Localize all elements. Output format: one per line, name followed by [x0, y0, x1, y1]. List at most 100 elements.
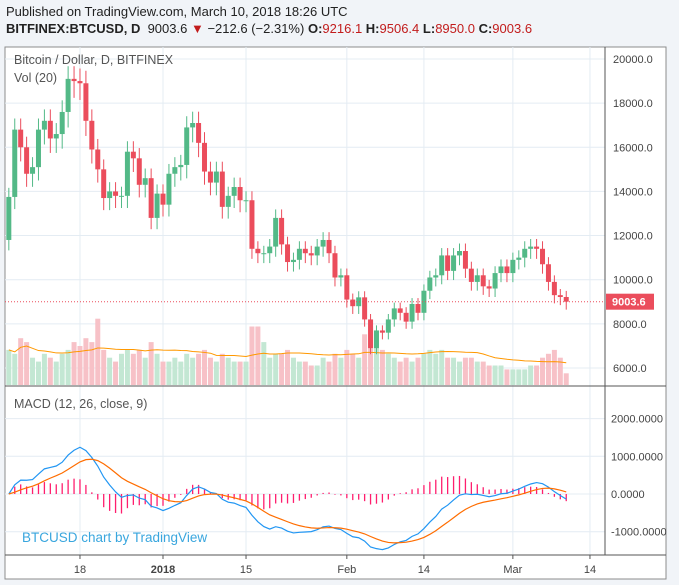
volume-bar [409, 361, 415, 385]
candle-body [71, 78, 77, 82]
candle-body [18, 129, 24, 148]
candle-body [113, 191, 119, 196]
volume-bar [504, 369, 510, 385]
time-tick-label: 15 [240, 564, 252, 576]
volume-bar [451, 357, 457, 385]
volume-bar [77, 346, 83, 385]
candle-body [528, 246, 534, 249]
price-tick-label: 18000.0 [613, 98, 653, 110]
candle-body [326, 239, 332, 254]
candle-body [225, 195, 231, 207]
volume-bar [101, 349, 107, 385]
candle-body [243, 200, 249, 202]
volume-bar [142, 357, 148, 385]
volume-bar [563, 373, 569, 385]
volume-bar [385, 353, 391, 385]
volume-bar [231, 361, 237, 385]
candle-body [545, 264, 551, 282]
candle-body [219, 171, 225, 207]
volume-bar [279, 353, 285, 385]
volume-bar [273, 353, 279, 385]
volume-bar [243, 361, 249, 385]
candle-body [184, 127, 190, 165]
volume-bar [522, 369, 528, 385]
candle-body [279, 217, 285, 245]
candle-body [551, 281, 557, 296]
volume-bar [540, 357, 546, 385]
candle-body [178, 164, 184, 168]
candle-body [457, 251, 462, 256]
candle-body [379, 330, 385, 333]
candle-body [154, 193, 160, 218]
candle-body [136, 158, 142, 185]
candle-body [350, 299, 356, 307]
time-tick-label: 18 [74, 564, 86, 576]
time-tick-label: Mar [503, 564, 522, 576]
volume-bar [166, 361, 172, 385]
candle-body [486, 286, 492, 289]
volume-bar [427, 349, 433, 385]
candle-body [522, 248, 528, 258]
volume-bar [136, 349, 142, 385]
watermark: BTCUSD chart by TradingView [22, 530, 207, 545]
candle-body [47, 120, 53, 139]
volume-bar [320, 357, 326, 385]
down-arrow-icon: ▼ [190, 21, 204, 36]
volume-bars [6, 318, 569, 385]
volume-bar [468, 357, 474, 385]
candle-body [53, 134, 59, 139]
volume-bar [184, 353, 190, 385]
macd-tick-label: 0.0000 [611, 489, 645, 501]
candle-body [166, 173, 172, 205]
candle-body [498, 266, 504, 274]
volume-bar [534, 365, 540, 385]
volume-bar [59, 353, 65, 385]
price-tick-label: 12000.0 [613, 231, 653, 243]
volume-bar [439, 349, 445, 385]
volume-bar [391, 357, 397, 385]
candle-body [320, 239, 326, 247]
candle-body [231, 187, 237, 196]
volume-bar [53, 361, 59, 385]
volume-bar [267, 357, 273, 385]
volume-bar [421, 353, 427, 385]
macd-tick-label: -1000.0000 [611, 527, 667, 539]
candle-body [59, 111, 65, 135]
macd-tick-label: 2000.0000 [611, 414, 663, 426]
candle-body [480, 275, 486, 287]
macd-pane [8, 446, 567, 551]
candle-body [296, 248, 302, 260]
volume-bar [368, 326, 374, 385]
candle-body [462, 251, 468, 269]
volume-bar [498, 365, 504, 385]
candle-body [213, 171, 219, 183]
volume-bar [462, 357, 468, 385]
volume-bar [516, 369, 522, 385]
volume-bar [362, 334, 368, 385]
volume-bar [379, 349, 385, 385]
candles [5, 66, 605, 355]
candle-body [421, 290, 427, 313]
candle-body [285, 244, 291, 263]
candle-body [267, 246, 273, 254]
macd-line [8, 446, 567, 551]
candle-body [35, 129, 41, 168]
volume-bar [302, 361, 308, 385]
volume-bar [433, 353, 439, 385]
volume-bar [308, 365, 314, 385]
time-tick-label: 14 [584, 564, 596, 576]
candle-body [356, 297, 362, 307]
volume-bar [344, 349, 350, 385]
candle-body [89, 120, 95, 150]
volume-bar [30, 357, 36, 385]
candle-body [172, 167, 178, 174]
candle-body [302, 248, 308, 254]
high-label: H: [365, 21, 380, 36]
candle-body [314, 246, 320, 256]
symbol-quote-line: BITFINEX:BTCUSD, D 9003.6 ▼ −212.6 (−2.3… [6, 21, 532, 36]
candle-body [30, 167, 36, 174]
candle-body [290, 259, 296, 263]
close-label: C: [478, 21, 493, 36]
axes[interactable]: 20000.0 18000.0 16000.0 14000.0 12000.0 10000… [74, 54, 667, 576]
